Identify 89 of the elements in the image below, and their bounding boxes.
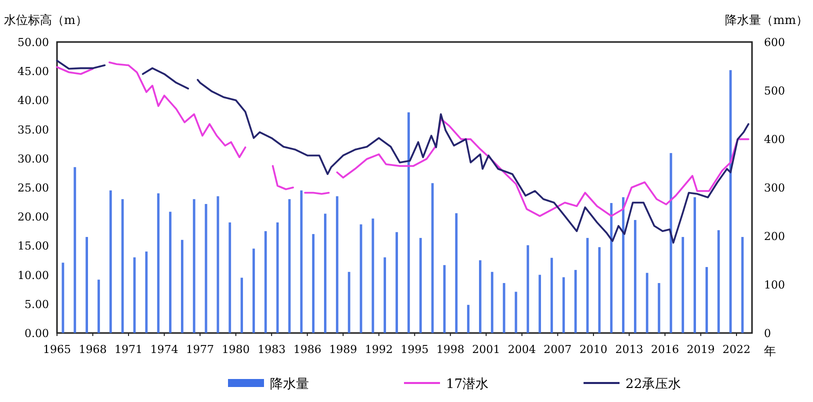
bar xyxy=(192,199,196,333)
legend-label: 17潜水 xyxy=(446,377,489,392)
bar xyxy=(396,232,398,333)
y-tick-label: 15.00 xyxy=(18,240,49,253)
bar xyxy=(419,238,422,333)
y-tick-label: 5.00 xyxy=(24,298,49,311)
bar xyxy=(312,234,315,333)
x-tick-label: 2019 xyxy=(686,343,715,356)
bar xyxy=(443,265,446,333)
bar xyxy=(98,280,100,333)
y2-tick-label: 500 xyxy=(764,84,785,98)
bar xyxy=(467,304,470,333)
y-tick-label: 25.00 xyxy=(18,182,49,194)
bar xyxy=(682,236,684,333)
x-tick-label: 1974 xyxy=(150,343,178,356)
bar xyxy=(372,218,374,333)
bar xyxy=(562,277,565,333)
x-tick-label: 2004 xyxy=(508,343,536,356)
y-tick-label: 0.00 xyxy=(24,327,49,340)
bar xyxy=(717,230,720,333)
bar xyxy=(86,236,88,333)
bar xyxy=(479,260,482,333)
y-tick-label: 35.00 xyxy=(18,123,49,136)
y-tick-label: 50.00 xyxy=(18,36,49,49)
bar xyxy=(252,248,255,333)
x-tick-label: 2010 xyxy=(579,343,608,356)
bar xyxy=(706,267,708,333)
bar xyxy=(490,272,494,333)
x-tick-label: 1971 xyxy=(114,343,143,356)
x-tick-label: 1995 xyxy=(400,343,429,356)
x-tick-label: 1983 xyxy=(258,343,286,356)
legend-label: 22承压水 xyxy=(626,377,682,392)
bar xyxy=(169,212,172,333)
x-axis-title: 年 xyxy=(764,344,776,358)
x-tick-label: 2016 xyxy=(650,343,679,356)
x-tick-label: 1965 xyxy=(43,343,71,356)
x-tick-label: 2007 xyxy=(544,343,572,356)
bar xyxy=(336,196,338,333)
y2-tick-label: 300 xyxy=(764,182,785,194)
y-tick-label: 10.00 xyxy=(18,268,49,282)
x-tick-label: 2001 xyxy=(472,343,500,356)
x-tick-label: 1986 xyxy=(293,343,322,356)
bar xyxy=(407,112,410,333)
y2-axis-title: 降水量（mm） xyxy=(725,13,808,27)
y-tick-label: 45.00 xyxy=(18,65,49,78)
y-tick-label: 30.00 xyxy=(18,152,49,166)
bar xyxy=(598,247,601,333)
y-axis-title: 水位标高（m） xyxy=(4,13,88,27)
y2-tick-label: 400 xyxy=(764,133,785,146)
y2-tick-label: 200 xyxy=(764,230,785,243)
bar xyxy=(646,272,648,333)
y2-tick-label: 0 xyxy=(764,327,771,340)
x-tick-label: 1989 xyxy=(329,343,358,356)
y-tick-label: 40.00 xyxy=(18,94,49,108)
x-tick-label: 1998 xyxy=(436,343,464,356)
bar xyxy=(264,231,267,333)
bar xyxy=(550,258,553,333)
bar xyxy=(455,213,458,333)
y2-tick-label: 100 xyxy=(764,278,785,292)
bar xyxy=(145,252,148,333)
x-tick-label: 1980 xyxy=(222,343,250,356)
bar xyxy=(574,270,577,333)
y2-tick-label: 600 xyxy=(764,36,785,49)
x-tick-label: 2022 xyxy=(722,343,751,356)
bar xyxy=(348,272,350,333)
bar xyxy=(109,190,112,333)
x-tick-label: 1977 xyxy=(186,343,214,356)
bar xyxy=(694,197,696,333)
x-tick-label: 2013 xyxy=(615,343,644,356)
bar xyxy=(610,203,613,333)
bar xyxy=(121,199,124,333)
bar xyxy=(634,220,636,333)
bar xyxy=(216,196,220,333)
bar xyxy=(240,278,243,333)
bar xyxy=(324,214,326,333)
bar xyxy=(180,240,184,333)
x-tick-label: 1992 xyxy=(364,343,393,356)
bar xyxy=(526,245,530,333)
bar xyxy=(384,257,386,333)
bar xyxy=(300,190,303,333)
bar xyxy=(622,197,624,333)
bar xyxy=(538,274,542,333)
bar xyxy=(670,153,672,333)
x-tick-label: 1968 xyxy=(78,343,107,356)
bar xyxy=(157,193,160,333)
legend-label: 降水量 xyxy=(270,377,309,392)
bar xyxy=(74,167,76,333)
y-tick-label: 20.00 xyxy=(18,210,49,224)
bar xyxy=(228,222,232,333)
